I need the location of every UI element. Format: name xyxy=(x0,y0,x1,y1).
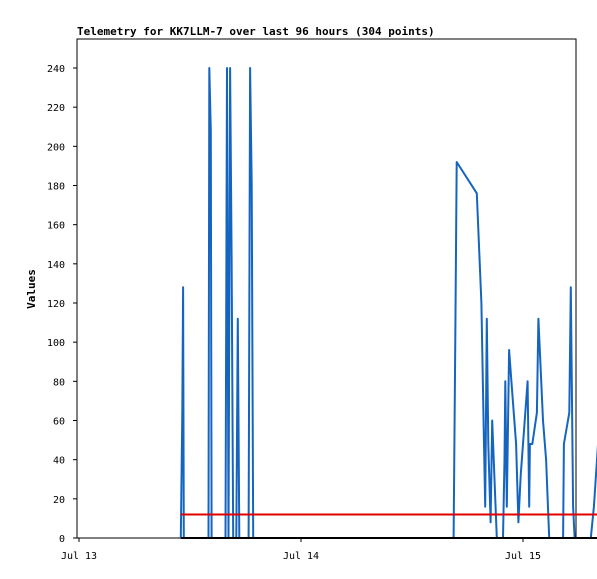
x-tick-label: Jul 15 xyxy=(505,551,541,562)
y-tick-label: 180 xyxy=(47,182,65,193)
y-tick-label: 240 xyxy=(47,64,65,75)
y-tick-label: 220 xyxy=(47,103,65,114)
y-tick-label: 200 xyxy=(47,142,65,153)
y-tick-label: 40 xyxy=(53,456,65,467)
plot-frame xyxy=(76,38,577,539)
telemetry-series-line xyxy=(179,67,597,539)
chart-title: Telemetry for KK7LLM-7 over last 96 hour… xyxy=(77,25,435,38)
y-tick-label: 0 xyxy=(59,534,65,545)
y-axis-label: Values xyxy=(25,269,38,309)
series-group xyxy=(179,67,597,539)
y-tick-label: 20 xyxy=(53,495,65,506)
y-tick-label: 60 xyxy=(53,417,65,428)
y-tick-label: 100 xyxy=(47,338,65,349)
y-axis-ticks: 0 20 40 60 80 100 120 140 160 180 200 220 240 xyxy=(47,64,77,545)
y-tick-label: 80 xyxy=(53,377,65,388)
x-tick-label: Jul 13 xyxy=(61,551,97,562)
y-tick-label: 120 xyxy=(47,299,65,310)
y-tick-label: 160 xyxy=(47,221,65,232)
x-axis-ticks: Jul 13 Jul 14 Jul 15 xyxy=(61,538,541,562)
y-tick-label: 140 xyxy=(47,260,65,271)
x-tick-label: Jul 14 xyxy=(283,551,319,562)
